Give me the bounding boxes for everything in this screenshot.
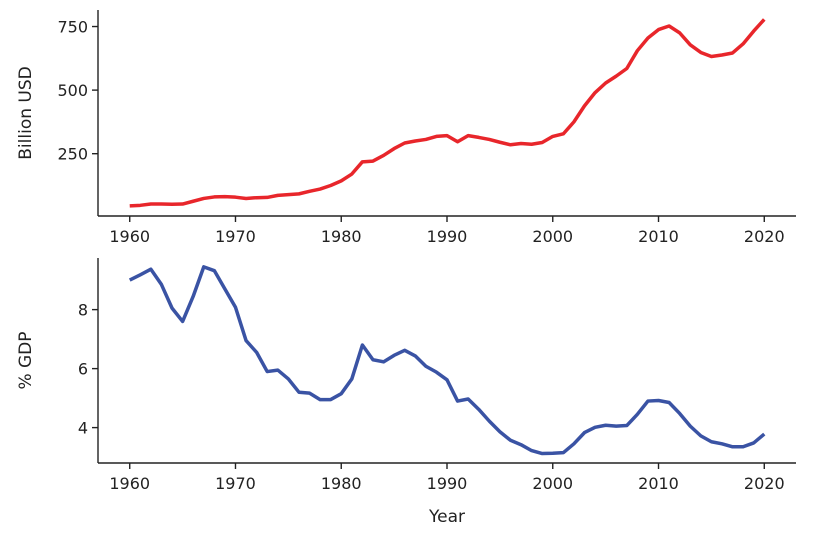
bottom-panel-percent-gdp: 1960 1970 1980 1990 2000 2010 2020 4 6 8 % GDP Year: [16, 258, 796, 527]
bottom-x-tick-label: 1960: [109, 474, 150, 493]
top-x-tick-label: 1980: [321, 227, 362, 246]
top-series-line: [129, 18, 766, 208]
bottom-x-tick-label: 1980: [321, 474, 362, 493]
top-y-tick-label: 500: [57, 81, 88, 100]
bottom-x-tick-label: 2020: [744, 474, 785, 493]
top-x-tick-label: 1960: [109, 227, 150, 246]
top-x-tick-label: 2020: [744, 227, 785, 246]
top-x-tick-label: 1970: [215, 227, 256, 246]
top-x-tick-label: 2010: [638, 227, 679, 246]
top-y-tick-label: 750: [57, 18, 88, 37]
top-panel-billion-usd: 1960 1970 1980 1990 2000 2010 2020 250 500 750 Bil…: [16, 10, 796, 246]
bottom-y-tick-label: 8: [78, 301, 88, 320]
top-x-tick-label: 1990: [427, 227, 468, 246]
bottom-y-tick-label: 4: [78, 419, 88, 438]
bottom-x-tick-label: 1990: [427, 474, 468, 493]
bottom-x-tick-label: 1970: [215, 474, 256, 493]
top-y-tick-label: 250: [57, 145, 88, 164]
bottom-y-axis-title: % GDP: [16, 331, 36, 389]
bottom-y-tick-label: 6: [78, 360, 88, 379]
bottom-x-axis-title: Year: [428, 507, 465, 527]
bottom-x-tick-label: 2000: [532, 474, 573, 493]
bottom-series-line: [128, 265, 766, 456]
top-x-tick-label: 2000: [532, 227, 573, 246]
top-y-axis-title: Billion USD: [16, 66, 36, 159]
bottom-x-tick-label: 2010: [638, 474, 679, 493]
